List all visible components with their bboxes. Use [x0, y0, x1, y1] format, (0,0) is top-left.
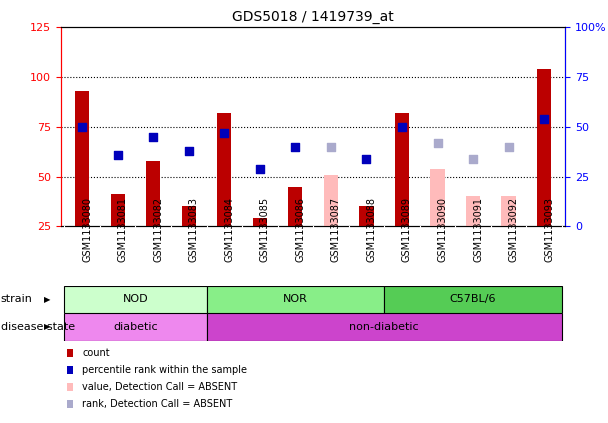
Bar — [146, 161, 161, 226]
Text: GSM1133081: GSM1133081 — [118, 197, 128, 262]
Bar — [430, 169, 444, 226]
Text: GSM1133080: GSM1133080 — [82, 197, 92, 262]
Text: GSM1133082: GSM1133082 — [153, 197, 163, 262]
Text: disease state: disease state — [1, 322, 75, 332]
Text: ▶: ▶ — [44, 322, 50, 331]
Bar — [75, 91, 89, 226]
Bar — [64, 313, 207, 341]
Text: GSM1133088: GSM1133088 — [367, 197, 376, 262]
Text: GSM1133091: GSM1133091 — [473, 197, 483, 262]
Bar — [537, 69, 551, 226]
Text: GSM1133083: GSM1133083 — [188, 197, 199, 262]
Point — [362, 155, 371, 162]
Text: GSM1133092: GSM1133092 — [508, 197, 519, 262]
Text: C57BL/6: C57BL/6 — [450, 294, 496, 304]
Bar — [502, 196, 516, 226]
Point — [255, 165, 264, 172]
Text: GSM1133087: GSM1133087 — [331, 197, 341, 262]
Bar — [182, 206, 196, 226]
Point — [184, 147, 193, 154]
Text: GSM1133085: GSM1133085 — [260, 197, 270, 262]
Bar — [111, 195, 125, 226]
Text: GSM1133084: GSM1133084 — [224, 197, 234, 262]
Point — [77, 124, 87, 130]
Point — [539, 115, 549, 122]
Point — [219, 129, 229, 136]
Text: rank, Detection Call = ABSENT: rank, Detection Call = ABSENT — [82, 399, 232, 409]
Text: non-diabetic: non-diabetic — [350, 322, 419, 332]
Text: value, Detection Call = ABSENT: value, Detection Call = ABSENT — [82, 382, 237, 392]
Text: GSM1133090: GSM1133090 — [438, 197, 447, 262]
Text: ▶: ▶ — [44, 295, 50, 304]
Text: strain: strain — [1, 294, 32, 304]
Point — [468, 155, 478, 162]
Point — [148, 133, 158, 140]
Bar — [324, 175, 338, 226]
Bar — [395, 113, 409, 226]
Text: diabetic: diabetic — [113, 322, 157, 332]
Text: percentile rank within the sample: percentile rank within the sample — [82, 365, 247, 375]
Bar — [253, 218, 267, 226]
Bar — [207, 286, 384, 313]
Text: GSM1133086: GSM1133086 — [295, 197, 305, 262]
Bar — [64, 286, 207, 313]
Text: NOR: NOR — [283, 294, 308, 304]
Text: GSM1133093: GSM1133093 — [544, 197, 554, 262]
Bar — [207, 313, 562, 341]
Point — [326, 143, 336, 150]
Bar — [384, 286, 562, 313]
Bar — [288, 187, 302, 226]
Text: GSM1133089: GSM1133089 — [402, 197, 412, 262]
Text: count: count — [82, 348, 109, 358]
Point — [503, 143, 513, 150]
Bar — [466, 196, 480, 226]
Bar — [217, 113, 232, 226]
Point — [397, 124, 407, 130]
Point — [291, 143, 300, 150]
Bar — [359, 206, 373, 226]
Title: GDS5018 / 1419739_at: GDS5018 / 1419739_at — [232, 10, 394, 24]
Point — [113, 151, 123, 158]
Text: NOD: NOD — [123, 294, 148, 304]
Point — [433, 140, 443, 146]
